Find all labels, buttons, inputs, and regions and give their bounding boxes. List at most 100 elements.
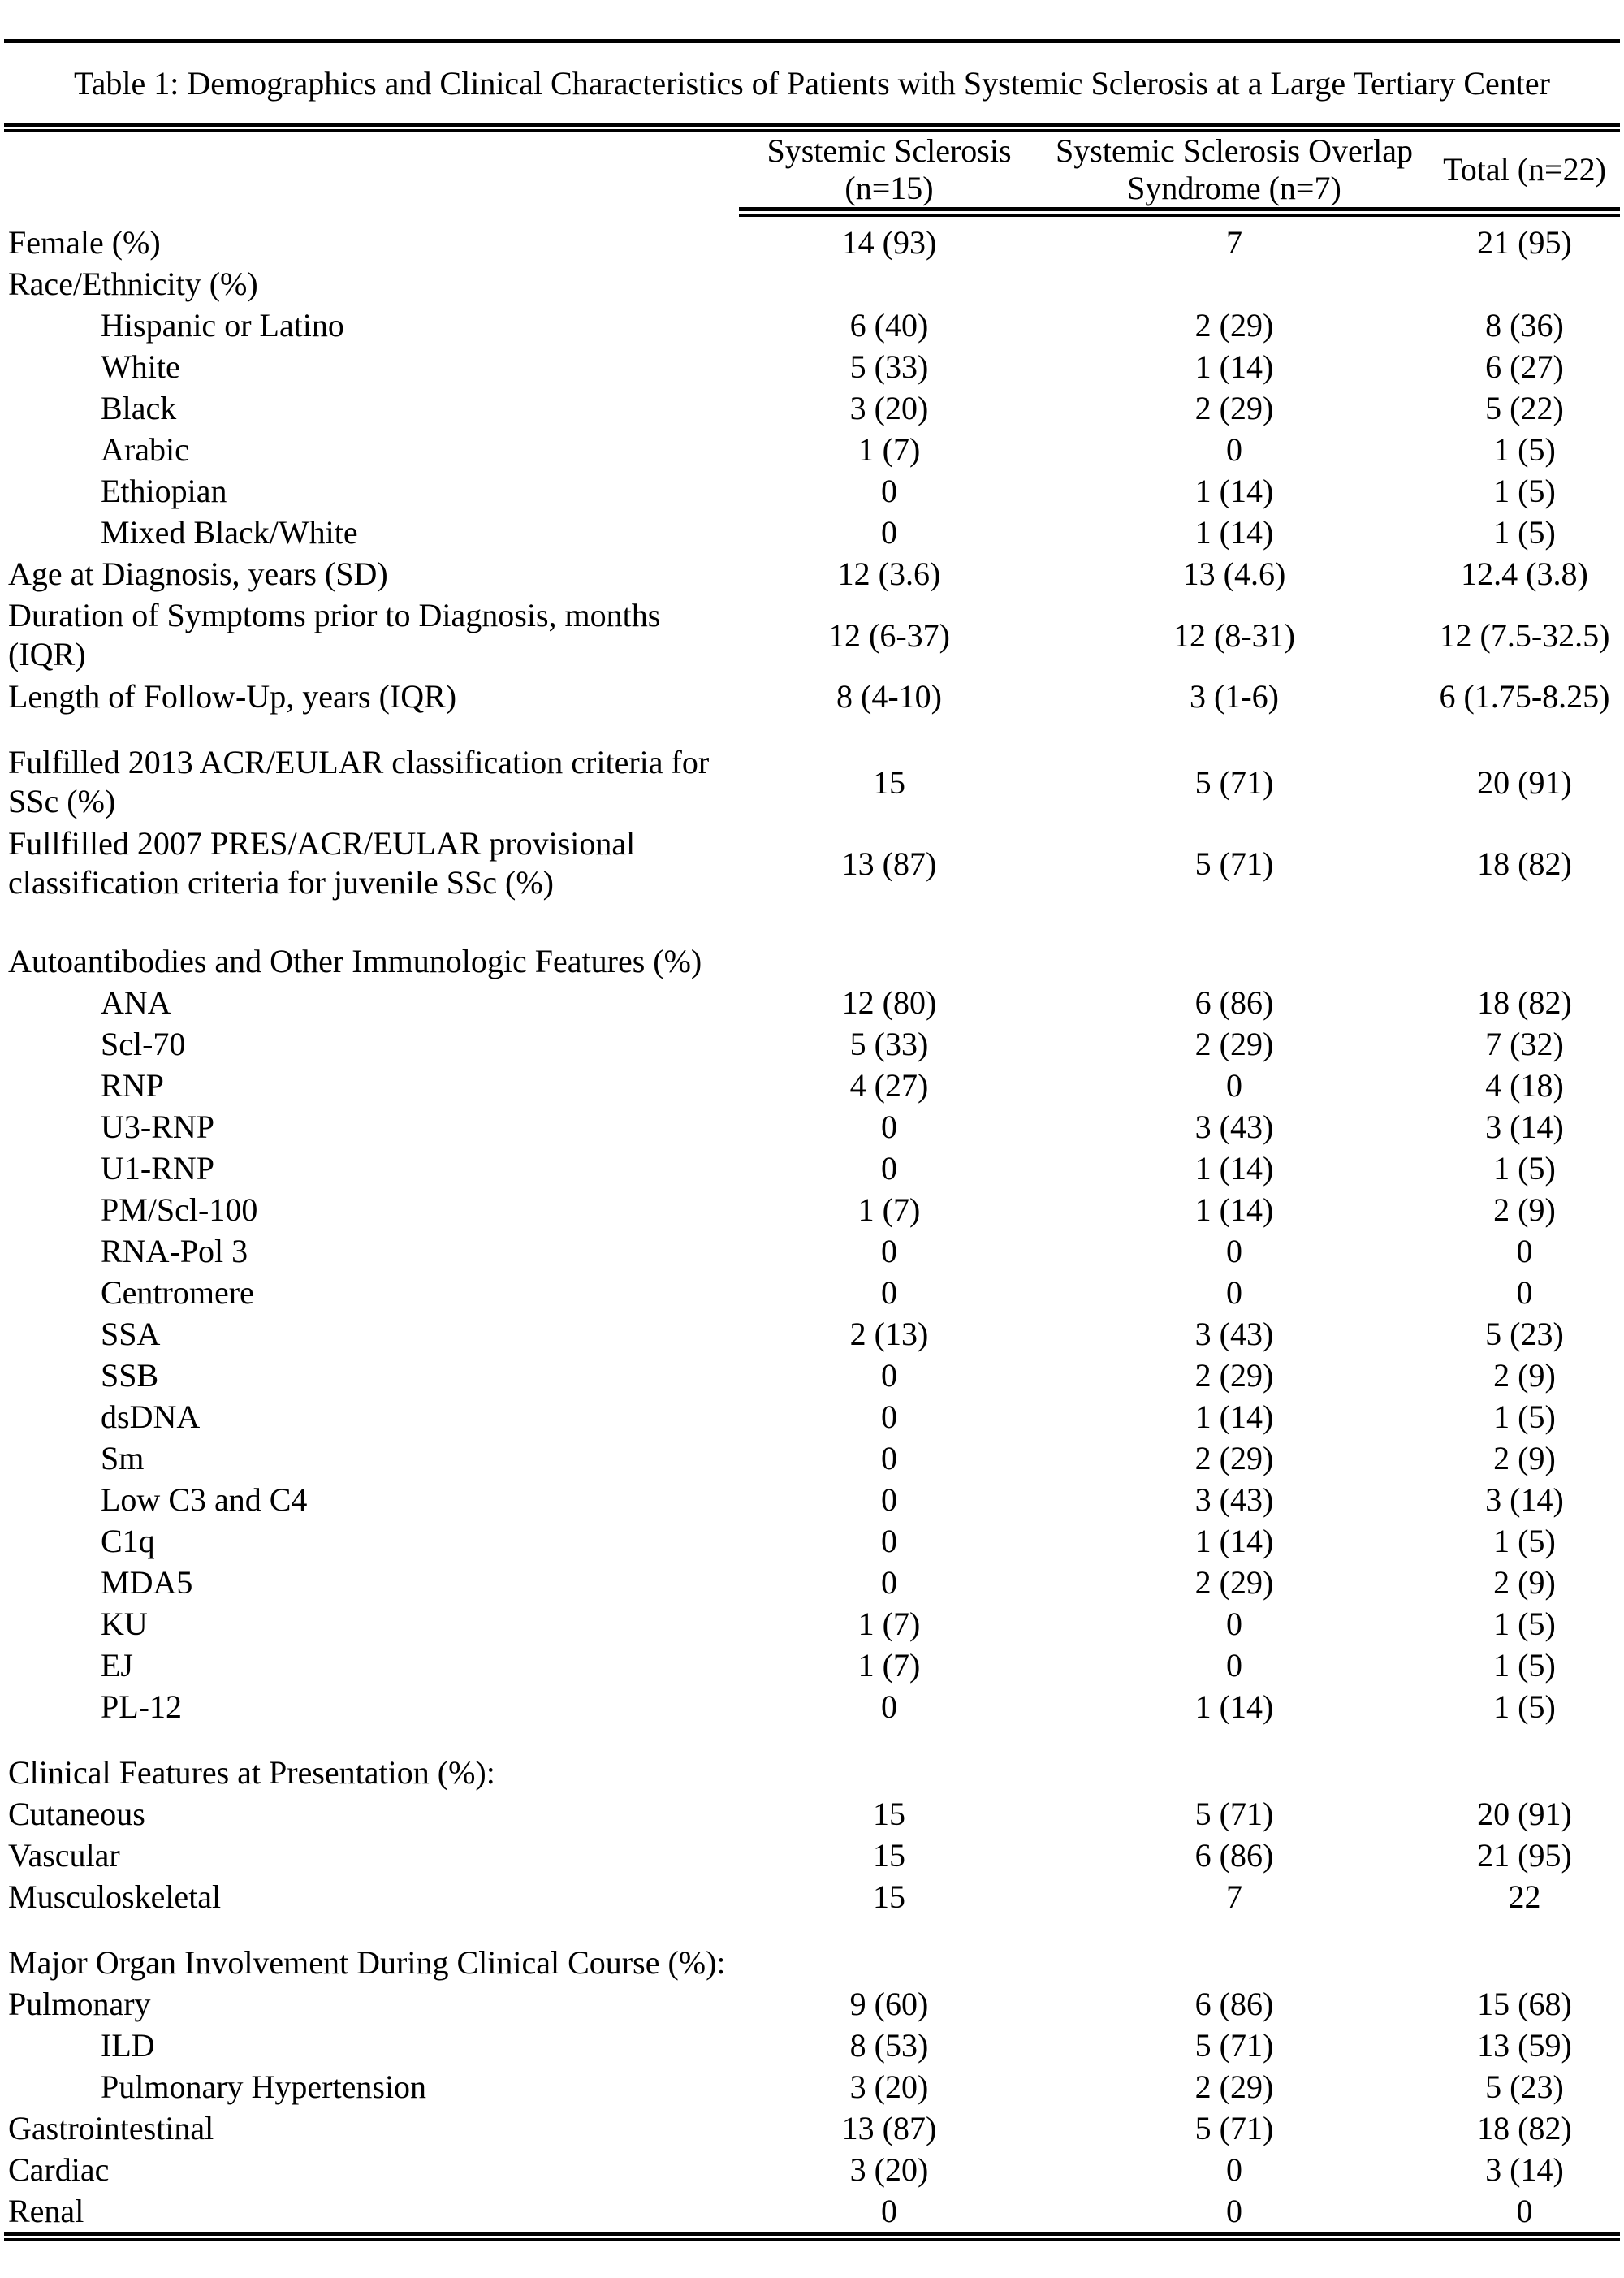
table-row: EJ 1 (7) 0 1 (5)	[0, 1645, 1624, 1686]
row-label-line: Fulfilled 2013 ACR/EULAR classification …	[8, 744, 710, 780]
table-row: Fulfilled 2013 ACR/EULAR classification …	[0, 741, 1624, 823]
row-label: U1-RNP	[101, 1149, 215, 1187]
table-row: Fullfilled 2007 PRES/ACR/EULAR provision…	[0, 823, 1624, 904]
value-total: 1 (5)	[1493, 431, 1556, 468]
row-label: Length of Follow-Up, years (IQR)	[8, 677, 457, 715]
value-total: 3 (14)	[1485, 1481, 1564, 1518]
row-label: RNP	[101, 1066, 164, 1104]
table-row: KU 1 (7) 0 1 (5)	[0, 1603, 1624, 1645]
value-total: 1 (5)	[1493, 514, 1556, 551]
value-ssc: 14 (93)	[841, 224, 937, 261]
value-overlap: 2 (29)	[1194, 2068, 1274, 2105]
row-label: EJ	[101, 1646, 133, 1684]
table-row: C1q 0 1 (14) 1 (5)	[0, 1520, 1624, 1562]
value-overlap: 3 (43)	[1194, 1109, 1274, 1145]
row-label-line: Duration of Symptoms prior to Diagnosis,…	[8, 597, 661, 633]
row-label: Cutaneous	[8, 1795, 145, 1832]
value-overlap: 5 (71)	[1194, 2027, 1274, 2064]
row-label-line: SSc (%)	[8, 783, 116, 819]
table-row: Mixed Black/White 0 1 (14) 1 (5)	[0, 512, 1624, 553]
table-row: Arabic 1 (7) 0 1 (5)	[0, 429, 1624, 470]
value-ssc: 15	[873, 763, 905, 801]
value-overlap: 1 (14)	[1194, 1523, 1274, 1559]
row-label: Arabic	[101, 430, 189, 468]
value-total: 20 (91)	[1477, 763, 1572, 801]
row-label: Ethiopian	[101, 472, 227, 509]
table-body: Female (%) 14 (93) 7 21 (95) Race/Ethnicity …	[0, 217, 1624, 2232]
value-overlap: 1 (14)	[1194, 1150, 1274, 1187]
value-overlap: 2 (29)	[1194, 1026, 1274, 1062]
table-row: Musculoskeletal 15 7 22	[0, 1876, 1624, 1917]
row-label: Black	[101, 389, 177, 426]
value-total: 1 (5)	[1493, 473, 1556, 509]
value-overlap: 2 (29)	[1194, 1564, 1274, 1601]
value-ssc: 15	[873, 1837, 905, 1874]
row-label: Gastrointestinal	[8, 2109, 214, 2146]
table-row: SSB 0 2 (29) 2 (9)	[0, 1355, 1624, 1396]
column-header-overlap-line2: Syndrome (n=7)	[1127, 170, 1341, 206]
table-row: Low C3 and C4 0 3 (43) 3 (14)	[0, 1479, 1624, 1520]
table-row: Gastrointestinal 13 (87) 5 (71) 18 (82)	[0, 2107, 1624, 2149]
value-ssc: 13 (87)	[841, 845, 937, 882]
header-divider-rule	[739, 207, 1620, 217]
value-ssc: 8 (53)	[849, 2027, 929, 2064]
table-row: Hispanic or Latino 6 (40) 2 (29) 8 (36)	[0, 305, 1624, 346]
row-label: Race/Ethnicity (%)	[8, 265, 258, 302]
table-row: RNP 4 (27) 0 4 (18)	[0, 1065, 1624, 1106]
table-row: Major Organ Involvement During Clinical …	[0, 1942, 1624, 1983]
value-overlap: 0	[1226, 2151, 1242, 2188]
table-row: MDA5 0 2 (29) 2 (9)	[0, 1562, 1624, 1603]
table-row: ILD 8 (53) 5 (71) 13 (59)	[0, 2025, 1624, 2066]
row-label: Duration of Symptoms prior to Diagnosis,…	[0, 596, 735, 674]
row-label: Autoantibodies and Other Immunologic Fea…	[8, 942, 702, 979]
value-overlap: 7	[1226, 224, 1242, 261]
value-ssc: 1 (7)	[857, 431, 921, 468]
value-ssc: 0	[881, 514, 897, 551]
value-overlap: 13 (4.6)	[1182, 555, 1286, 592]
table-row: Female (%) 14 (93) 7 21 (95)	[0, 222, 1624, 263]
value-total: 0	[1516, 1233, 1533, 1269]
table-row: Autoantibodies and Other Immunologic Fea…	[0, 940, 1624, 982]
value-total: 12 (7.5-32.5)	[1439, 616, 1610, 654]
row-label: Musculoskeletal	[8, 1878, 222, 1915]
row-label: RNA-Pol 3	[101, 1232, 248, 1269]
value-ssc: 12 (80)	[841, 984, 937, 1021]
value-total: 2 (9)	[1493, 1191, 1556, 1228]
value-ssc: 15	[873, 1796, 905, 1832]
row-label: Sm	[101, 1439, 145, 1476]
row-label: Fulfilled 2013 ACR/EULAR classification …	[0, 743, 735, 821]
value-overlap: 1 (14)	[1194, 1398, 1274, 1435]
value-ssc: 0	[881, 1233, 897, 1269]
table-row: Pulmonary Hypertension 3 (20) 2 (29) 5 (23)	[0, 2066, 1624, 2107]
value-total: 12.4 (3.8)	[1461, 555, 1588, 592]
value-overlap: 2 (29)	[1194, 307, 1274, 344]
value-overlap: 6 (86)	[1194, 1837, 1274, 1874]
value-ssc: 1 (7)	[857, 1191, 921, 1228]
table-row: Clinical Features at Presentation (%):	[0, 1752, 1624, 1793]
title-divider-rule	[4, 123, 1620, 132]
value-ssc: 0	[881, 1150, 897, 1187]
value-ssc: 0	[881, 473, 897, 509]
value-total: 2 (9)	[1493, 1564, 1556, 1601]
row-label: Hispanic or Latino	[101, 306, 344, 344]
value-total: 7 (32)	[1485, 1026, 1564, 1062]
row-label: KU	[101, 1605, 148, 1642]
value-ssc: 0	[881, 1109, 897, 1145]
value-overlap: 1 (14)	[1194, 348, 1274, 385]
row-label-line: classification criteria for juvenile SSc…	[8, 864, 554, 901]
row-label: Fullfilled 2007 PRES/ACR/EULAR provision…	[0, 824, 735, 902]
column-header-ssc-line1: Systemic Sclerosis	[767, 132, 1012, 169]
value-total: 1 (5)	[1493, 1523, 1556, 1559]
table-row: RNA-Pol 3 0 0 0	[0, 1230, 1624, 1272]
table-row: Scl-70 5 (33) 2 (29) 7 (32)	[0, 1023, 1624, 1065]
table-row: U1-RNP 0 1 (14) 1 (5)	[0, 1148, 1624, 1189]
value-ssc: 15	[873, 1878, 905, 1915]
table-row: Duration of Symptoms prior to Diagnosis,…	[0, 594, 1624, 676]
table-row: PM/Scl-100 1 (7) 1 (14) 2 (9)	[0, 1189, 1624, 1230]
value-total: 20 (91)	[1477, 1796, 1572, 1832]
table-row: Cutaneous 15 5 (71) 20 (91)	[0, 1793, 1624, 1835]
value-total: 1 (5)	[1493, 1606, 1556, 1642]
value-overlap: 0	[1226, 1274, 1242, 1311]
column-header-total-line1: Total (n=22)	[1443, 151, 1606, 188]
table-row: Length of Follow-Up, years (IQR) 8 (4-10)…	[0, 676, 1624, 717]
